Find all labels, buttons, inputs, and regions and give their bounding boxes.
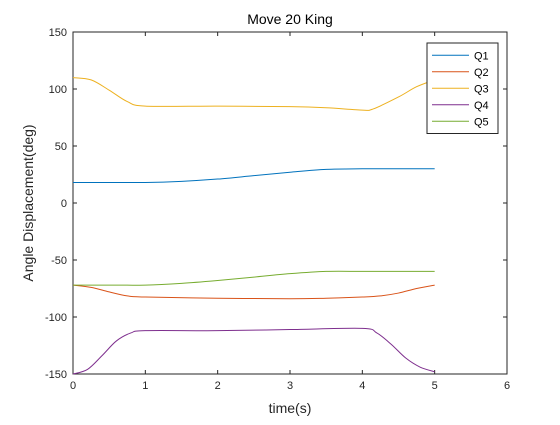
series-line-q4 (72, 327, 435, 375)
series-line-q2 (72, 284, 435, 300)
series-line-q1 (73, 168, 435, 184)
y-tick-label: 100 (49, 84, 67, 96)
y-tick-label: -150 (45, 369, 67, 381)
y-axis-label: Angle Displacement(deg) (20, 124, 36, 281)
x-tick-label: 6 (504, 380, 510, 392)
x-tick-label: 1 (142, 380, 148, 392)
x-tick-label: 2 (215, 380, 221, 392)
y-tick-label: -50 (51, 255, 67, 267)
legend-label-q2: Q2 (474, 67, 489, 79)
legend-label-q1: Q1 (474, 50, 489, 62)
x-tick-label: 3 (287, 380, 293, 392)
series-line-q3 (72, 77, 435, 111)
x-tick-label: 5 (432, 380, 438, 392)
y-tick-label: -100 (45, 312, 67, 324)
legend: Q1 Q2 Q3 Q4 Q5 (426, 42, 499, 134)
x-tick-label: 0 (70, 380, 76, 392)
legend-label-q3: Q3 (474, 83, 489, 95)
series-line-q5 (72, 270, 435, 286)
y-tick-label: 150 (49, 27, 67, 39)
series-layer (72, 77, 435, 375)
x-axis-label: time(s) (269, 400, 312, 416)
y-tick-label: 0 (61, 198, 67, 210)
legend-label-q5: Q5 (474, 116, 489, 128)
axis-ticks: 0 1 2 3 4 5 6 -150 -100 -50 0 50 100 150 (45, 27, 510, 392)
chart-title: Move 20 King (247, 11, 333, 27)
legend-label-q4: Q4 (474, 100, 489, 112)
y-tick-label: 50 (55, 141, 67, 153)
x-tick-label: 4 (359, 380, 365, 392)
